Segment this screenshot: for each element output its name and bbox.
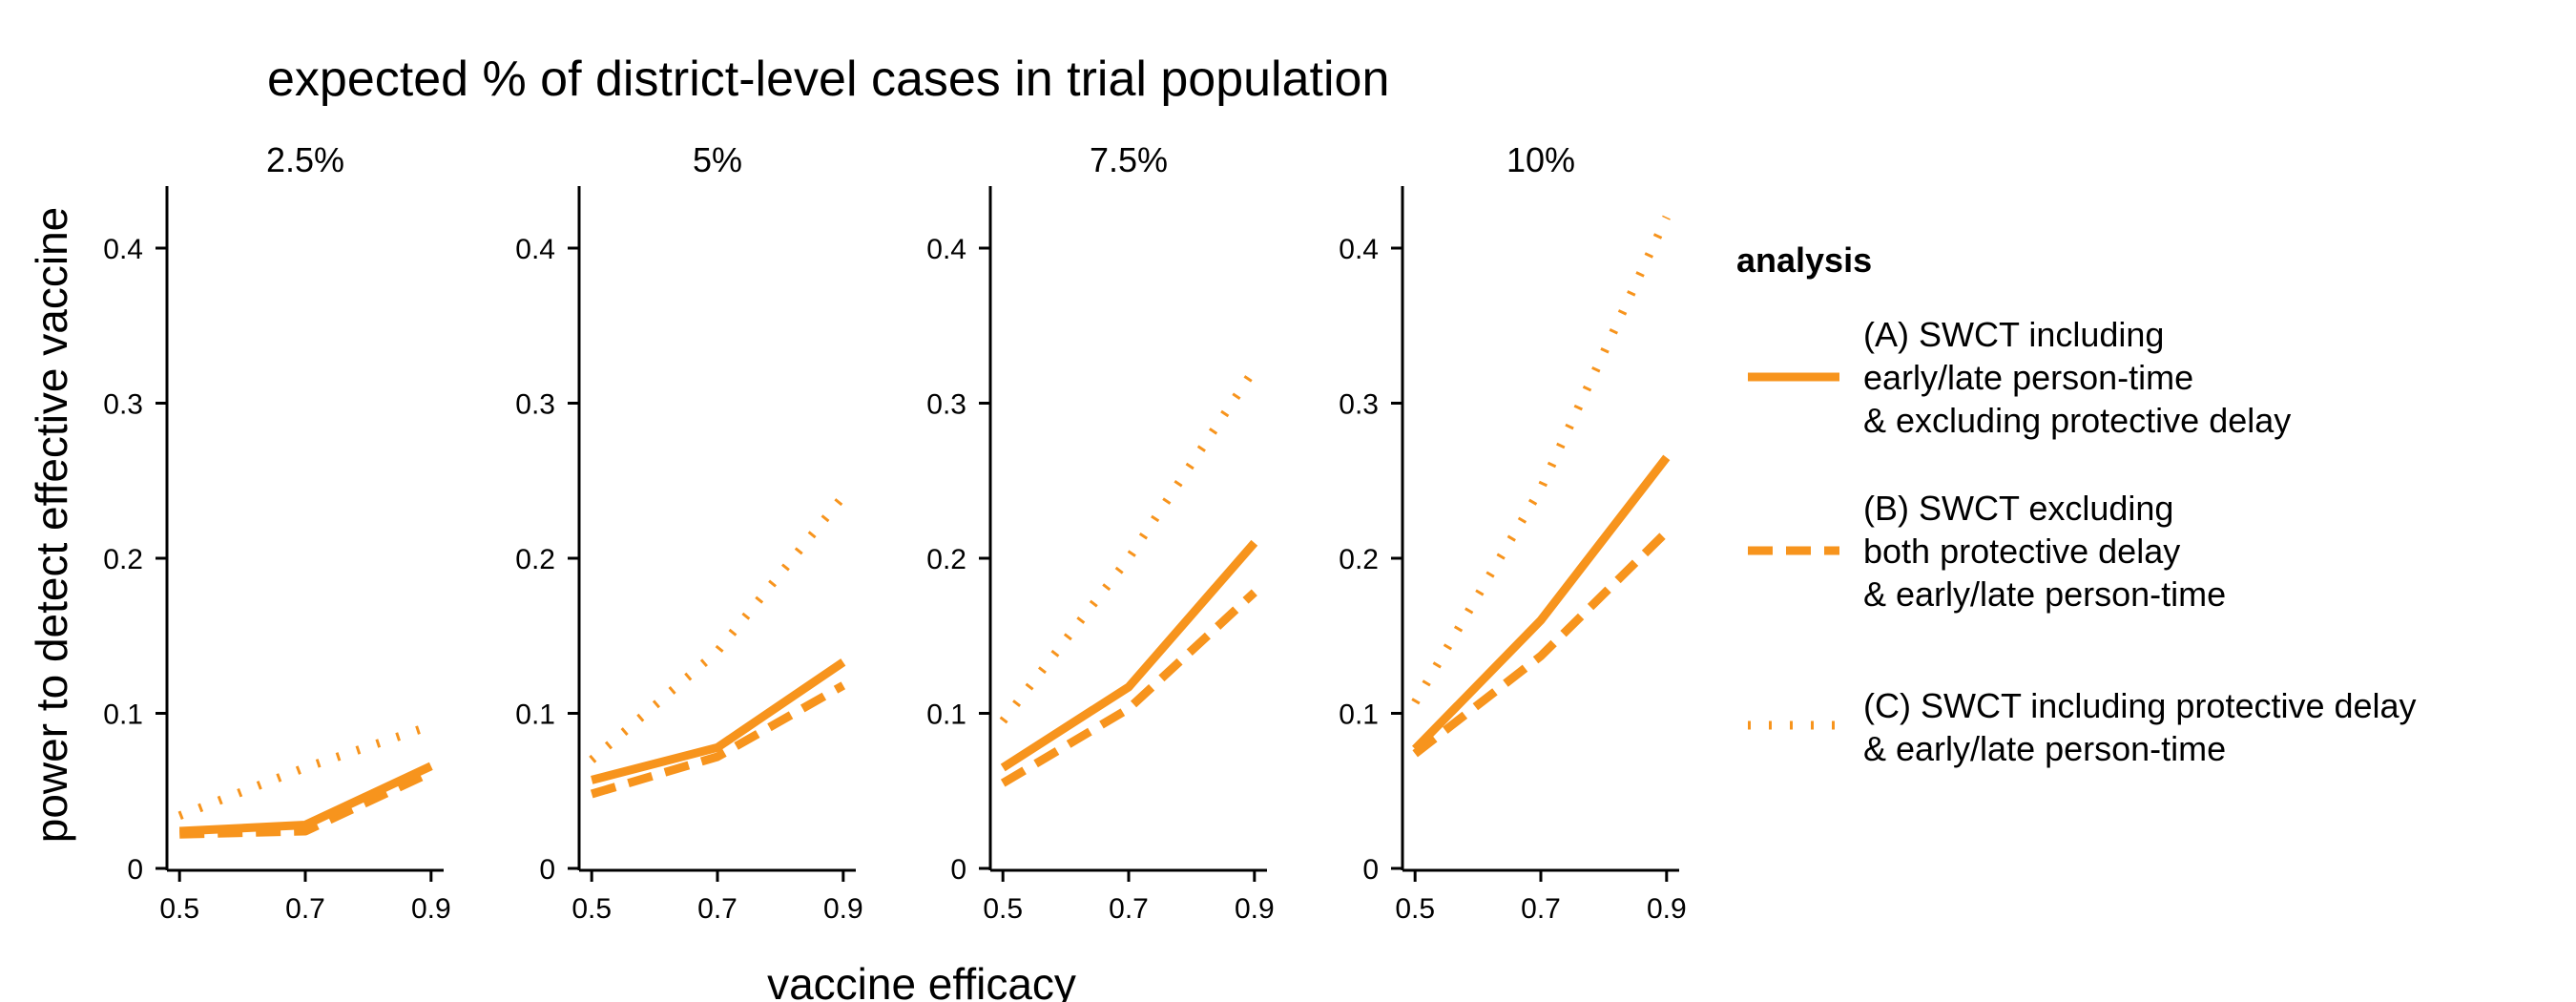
y-axis-label: power to detect effective vaccine [27,207,76,844]
panel-label: 2.5% [266,140,344,179]
y-tick-label: 0.3 [926,389,966,421]
y-tick-label: 0.2 [926,544,966,575]
series-line-a [1000,539,1258,772]
y-tick-label: 0.3 [1339,389,1379,421]
y-tick-label: 0.4 [515,234,555,265]
panel-label: 7.5% [1090,140,1168,179]
y-tick-label: 0.1 [515,699,555,731]
y-tick-label: 0.3 [103,389,143,421]
series-line-b [590,681,846,799]
y-tick-label: 0.1 [1339,699,1379,731]
legend-label: both protective delay [1863,532,2180,571]
series-line-a [1411,454,1671,753]
x-tick-label: 0.7 [285,893,325,925]
facet-panels: 2.5% 0 0.1 0.2 0.3 0.4 0.5 0.7 0.9 5% 0 0.1 0.2 0.3 0.… [103,140,1686,925]
y-tick-label: 0 [127,854,143,886]
y-tick-label: 0 [539,854,555,886]
panel-label: 10% [1506,140,1575,179]
x-axis-label: vaccine efficacy [767,959,1076,1002]
y-tick-label: 0.2 [103,544,143,575]
legend-label: (A) SWCT including [1863,315,2164,354]
x-tick-label: 0.9 [1647,893,1687,925]
y-tick-label: 0.2 [515,544,555,575]
legend-label: (B) SWCT excluding [1863,489,2173,528]
series-line-c [1411,215,1671,705]
facet-panel: 5% 0 0.1 0.2 0.3 0.4 0.5 0.7 0.9 [515,140,862,925]
facet-panel: 2.5% 0 0.1 0.2 0.3 0.4 0.5 0.7 0.9 [103,140,450,925]
x-tick-label: 0.5 [1395,893,1435,925]
series-line-b [1000,589,1257,787]
legend-label: (C) SWCT including protective delay [1863,686,2417,725]
x-tick-label: 0.5 [983,893,1023,925]
panel-label: 5% [693,140,742,179]
series-line-b [1412,529,1670,758]
chart-title: expected % of district-level cases in tr… [267,52,1389,107]
y-tick-label: 0.1 [103,699,143,731]
legend-label: & excluding protective delay [1863,401,2291,440]
y-tick-label: 0.1 [926,699,966,731]
y-tick-label: 0.3 [515,389,555,421]
x-tick-label: 0.7 [697,893,737,925]
series-line-a [591,658,846,784]
y-tick-label: 0 [1362,854,1379,886]
x-tick-label: 0.5 [571,893,612,925]
y-tick-label: 0.4 [1339,234,1379,265]
x-tick-label: 0.9 [411,893,451,925]
x-tick-label: 0.7 [1109,893,1149,925]
legend-label: & early/late person-time [1863,574,2226,614]
legend-label: & early/late person-time [1863,729,2226,768]
facet-panel: 10% 0 0.1 0.2 0.3 0.4 0.5 0.7 0.9 [1339,140,1686,925]
y-tick-label: 0.2 [1339,544,1379,575]
series-line-c [589,493,847,763]
x-tick-label: 0.7 [1521,893,1561,925]
y-tick-label: 0.4 [103,234,143,265]
legend-label: early/late person-time [1863,358,2193,397]
series-line-c [999,366,1258,724]
legend-title: analysis [1736,240,1872,280]
y-tick-label: 0 [950,854,966,886]
x-tick-label: 0.9 [823,893,863,925]
series-line-c [177,721,433,821]
x-tick-label: 0.9 [1235,893,1275,925]
legend: analysis (A) SWCT including early/late pe… [1736,240,2417,768]
y-tick-label: 0.4 [926,234,966,265]
series-line-a [178,762,433,836]
facet-panel: 7.5% 0 0.1 0.2 0.3 0.4 0.5 0.7 0.9 [926,140,1274,925]
x-tick-label: 0.5 [159,893,199,925]
